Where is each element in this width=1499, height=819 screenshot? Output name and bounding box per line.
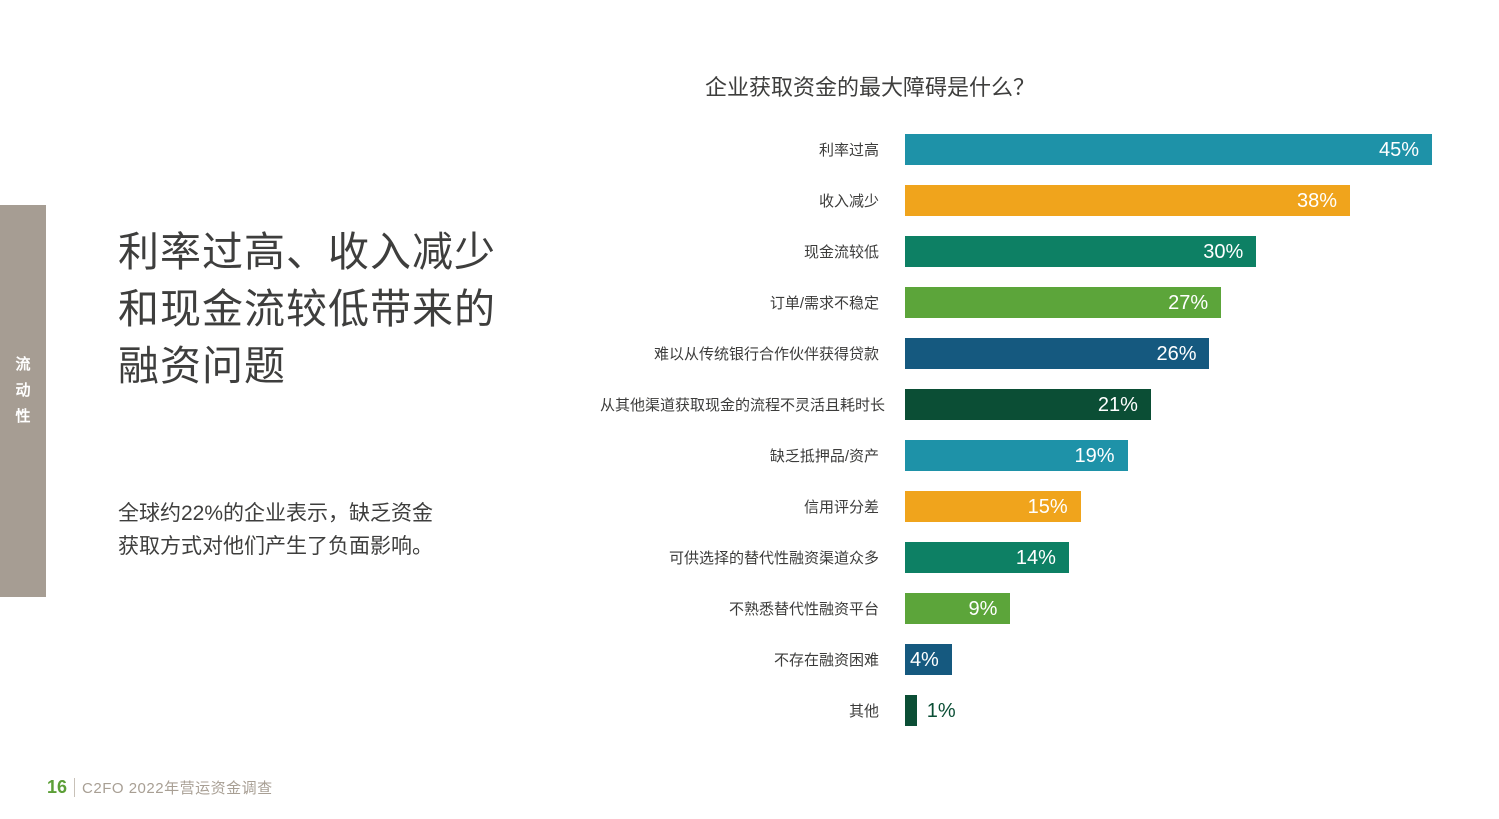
bar-track: 4% <box>905 644 1458 675</box>
section-tab-char: 性 <box>15 408 31 425</box>
chart-row: 利率过高 45% <box>600 134 1458 165</box>
chart-row: 信用评分差 15% <box>600 491 1458 522</box>
bar: 45% <box>905 134 1432 165</box>
bar-category-label: 订单/需求不稳定 <box>769 295 879 312</box>
section-tab-label: 流 动 性 <box>0 357 46 424</box>
chart-title: 企业获取资金的最大障碍是什么？ <box>705 75 1036 100</box>
bar: 15% <box>905 491 1081 522</box>
chart-row: 其他 1% <box>600 695 1458 726</box>
bar-track: 26% <box>905 338 1458 369</box>
bar-category-label: 信用评分差 <box>803 499 879 516</box>
bar-track: 45% <box>905 134 1458 165</box>
bar-category-label: 收入减少 <box>818 193 879 210</box>
chart-rows: 利率过高 45% 收入减少 38% 现金流较低 30% 订单/需求不稳定 27% 难以从传统银行… <box>600 134 1458 726</box>
bar-value-label: 1% <box>926 699 956 722</box>
page-headline: 利率过高、收入减少 和现金流较低带来的 融资问题 <box>118 229 496 389</box>
bar: 26% <box>905 338 1210 369</box>
chart-row: 不存在融资困难 4% <box>600 644 1458 675</box>
chart-row: 难以从传统银行合作伙伴获得贷款 26% <box>600 338 1458 369</box>
bar-category-label: 利率过高 <box>818 142 879 159</box>
bar-category-label: 现金流较低 <box>803 244 879 261</box>
bar: 19% <box>905 440 1128 471</box>
bar <box>905 695 917 726</box>
bar-category-label: 难以从传统银行合作伙伴获得贷款 <box>653 346 879 363</box>
bar-track: 19% <box>905 440 1458 471</box>
chart-row: 从其他渠道获取现金的流程不灵活且耗时长 21% <box>600 389 1458 420</box>
bar-category-label: 可供选择的替代性融资渠道众多 <box>668 550 879 567</box>
bar-category-label: 其他 <box>848 703 879 720</box>
footer-source: C2FO 2022年营运资金调查 <box>82 780 273 797</box>
bar-value-label: 9% <box>968 597 998 620</box>
bar: 30% <box>905 236 1257 267</box>
bar-value-label: 14% <box>1015 546 1056 569</box>
bar-value-label: 38% <box>1296 189 1338 212</box>
bar: 9% <box>905 593 1011 624</box>
chart-row: 收入减少 38% <box>600 185 1458 216</box>
bar-track: 15% <box>905 491 1458 522</box>
bar-track: 14% <box>905 542 1458 573</box>
bar-track: 30% <box>905 236 1458 267</box>
bar-track: 1% <box>905 695 1458 726</box>
section-tab-liquidity: 流 动 性 <box>0 205 46 597</box>
chart-row: 可供选择的替代性融资渠道众多 14% <box>600 542 1458 573</box>
bar: 27% <box>905 287 1222 318</box>
bar-track: 27% <box>905 287 1458 318</box>
bar-value-label: 30% <box>1203 240 1244 263</box>
page-footer: 16 C2FO 2022年营运资金调查 <box>47 777 273 798</box>
bar-track: 21% <box>905 389 1458 420</box>
bar: 38% <box>905 185 1351 216</box>
bar-value-label: 19% <box>1074 444 1115 467</box>
bar-value-label: 27% <box>1168 291 1209 314</box>
bar-value-label: 4% <box>909 648 939 671</box>
bar-category-label: 不存在融资困难 <box>773 652 879 669</box>
bar-value-label: 15% <box>1027 495 1068 518</box>
bar-value-label: 26% <box>1156 342 1197 365</box>
bar-category-label: 从其他渠道获取现金的流程不灵活且耗时长 <box>600 397 886 414</box>
bar-track: 9% <box>905 593 1458 624</box>
bar: 21% <box>905 389 1151 420</box>
bar: 14% <box>905 542 1069 573</box>
bar-track: 38% <box>905 185 1458 216</box>
bar-category-label: 缺乏抵押品/资产 <box>769 448 879 465</box>
page-number: 16 <box>47 777 68 797</box>
chart-row: 现金流较低 30% <box>600 236 1458 267</box>
section-tab-char: 动 <box>15 382 31 399</box>
bar-category-label: 不熟悉替代性融资平台 <box>728 601 879 618</box>
footer-divider <box>74 778 76 797</box>
chart-row: 不熟悉替代性融资平台 9% <box>600 593 1458 624</box>
page-body-text: 全球约22%的企业表示，缺乏资金 获取方式对他们产生了负面影响。 <box>118 502 434 558</box>
chart-row: 缺乏抵押品/资产 19% <box>600 440 1458 471</box>
bar-value-label: 45% <box>1378 138 1419 161</box>
bar-value-label: 21% <box>1097 393 1138 416</box>
section-tab-char: 流 <box>15 356 31 373</box>
chart-row: 订单/需求不稳定 27% <box>600 287 1458 318</box>
bar: 4% <box>905 644 952 675</box>
